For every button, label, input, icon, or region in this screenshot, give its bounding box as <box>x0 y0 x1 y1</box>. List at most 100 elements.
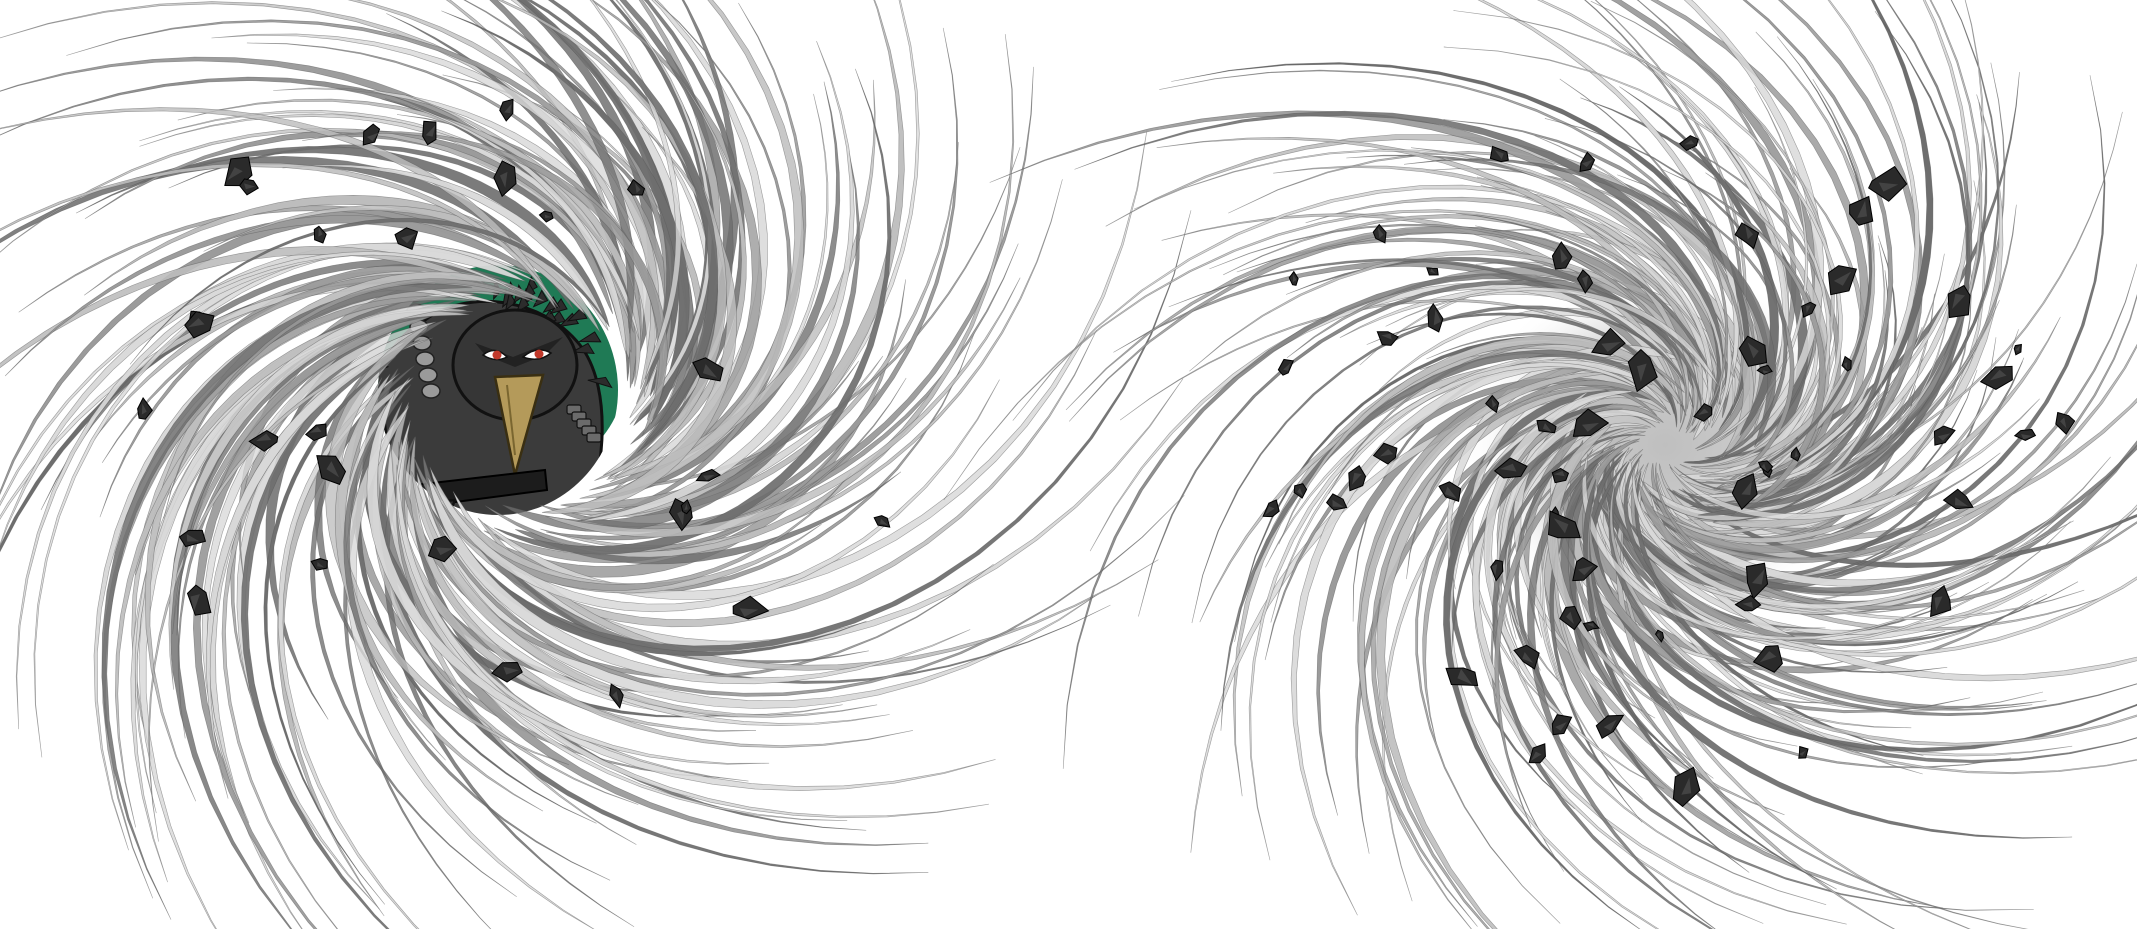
debris-shard <box>491 661 523 683</box>
swirl-streak <box>396 464 989 819</box>
swirl-streak <box>409 436 913 748</box>
debris-shard <box>1734 222 1760 250</box>
swirl-streak <box>343 384 611 881</box>
swirl-streak <box>541 126 738 514</box>
debris-shard <box>873 515 891 528</box>
debris-shard <box>224 156 253 187</box>
swirl-streak <box>547 0 719 446</box>
swirl-streak <box>385 98 627 354</box>
debris-shard <box>1576 269 1594 294</box>
swirl-streak <box>1385 287 1720 387</box>
debris-shard <box>1756 364 1773 375</box>
vortex-with-character-sprite <box>0 0 1192 929</box>
debris-shard <box>427 535 458 563</box>
debris-shard <box>1547 510 1581 539</box>
swirl-streak <box>324 324 570 765</box>
swirl-streak <box>1483 390 1665 790</box>
debris-shard <box>310 558 328 571</box>
swirl-streak <box>560 360 859 509</box>
debris-shard <box>1849 195 1874 226</box>
debris-shard <box>1572 408 1610 437</box>
debris-shard <box>695 468 722 482</box>
debris-shard <box>1426 267 1439 276</box>
swirl-streak <box>1062 273 1700 769</box>
debris-shard <box>1738 335 1768 367</box>
swirl-streak <box>1248 362 1662 861</box>
swirl-streak <box>1534 135 1732 428</box>
swirl-streak <box>163 278 537 519</box>
debris-shard <box>1947 284 1971 319</box>
swirl-streak <box>1500 409 1660 671</box>
debris-shard <box>499 98 514 122</box>
debris-shard <box>1551 467 1570 484</box>
swirl-streak <box>101 283 473 920</box>
swirl-streak <box>428 477 971 685</box>
swirl-streak <box>240 339 421 929</box>
swirl-streak <box>1663 329 2019 544</box>
vortex-dense-sprite <box>943 0 2137 929</box>
swirl-streak <box>172 313 437 635</box>
swirl-streak <box>1171 62 1750 431</box>
debris-shard <box>1376 331 1399 346</box>
swirl-streak <box>1682 488 2137 569</box>
debris-shard <box>137 397 153 420</box>
swirl-streak <box>943 209 1718 501</box>
debris-shard <box>1868 165 1908 202</box>
swirl-streak <box>1623 453 1948 674</box>
swirl-streak <box>1648 357 2025 554</box>
swirl-streak <box>429 379 1000 613</box>
swirl-streak <box>1655 462 2137 611</box>
debris-shard <box>1579 151 1596 172</box>
swirl-streak <box>4 215 543 377</box>
swirl-streak <box>1544 118 1788 463</box>
debris-shard <box>304 423 327 442</box>
swirl-streak <box>1133 149 1724 422</box>
swirl-streak <box>1406 380 1671 580</box>
swirl-streak <box>0 251 523 507</box>
debris-shard <box>1591 327 1626 356</box>
swirl-streak <box>0 246 486 369</box>
swirl-streak <box>1664 263 2137 564</box>
debris-shard <box>1801 301 1817 318</box>
debris-shard <box>2013 428 2037 441</box>
swirl-streak <box>1370 386 1630 929</box>
crow-character <box>378 265 618 515</box>
debris-shard <box>1790 446 1801 462</box>
debris-shard <box>422 120 437 146</box>
debris-shard <box>1757 460 1774 474</box>
crow-beak <box>493 373 545 476</box>
swirl-streak <box>277 372 420 929</box>
debris-shard <box>316 455 347 485</box>
debris-shard <box>1678 135 1699 152</box>
swirl-streak <box>129 217 608 365</box>
swirl-streak <box>545 277 1021 538</box>
swirl-streak <box>1581 453 1958 641</box>
debris-shard <box>1595 714 1625 739</box>
debris-shard <box>1559 605 1582 631</box>
debris-shard <box>1325 493 1348 511</box>
debris-shard <box>1798 745 1809 759</box>
debris-shard <box>1582 621 1601 632</box>
debris-shard <box>238 178 259 196</box>
swirl-streak <box>282 164 609 331</box>
swirl-streak <box>0 107 557 310</box>
debris-shard <box>538 210 554 223</box>
swirl-streak <box>1698 0 1894 485</box>
swirl-streak <box>1593 452 2071 645</box>
swirl-streak <box>1632 456 2111 610</box>
swirl-streak <box>1660 444 2137 594</box>
debris-shard <box>1445 667 1479 687</box>
swirl-streak <box>1587 499 2029 929</box>
debris-shard <box>732 595 770 620</box>
swirl-streak <box>1734 0 1983 507</box>
debris-shard <box>2013 343 2022 356</box>
swirl-streak <box>148 343 410 842</box>
debris-shard <box>184 311 215 339</box>
swirl-streaks-right <box>943 0 2137 929</box>
debris-shard <box>1551 241 1573 270</box>
debris-shard <box>692 357 724 382</box>
debris-shard <box>394 227 419 251</box>
debris-shard <box>362 123 381 146</box>
debris-shard <box>186 584 212 616</box>
swirl-streak <box>0 162 560 309</box>
